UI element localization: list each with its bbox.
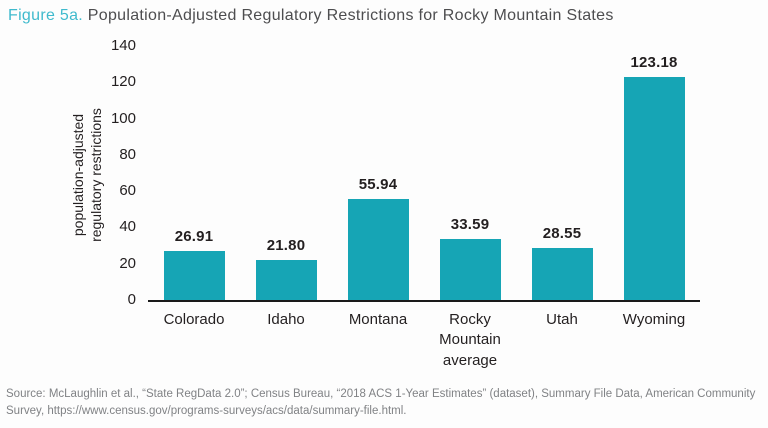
bar-rocky-mountain-average [439, 239, 501, 300]
x-category-label: Idaho [267, 311, 305, 328]
bar-value-label: 55.94 [358, 175, 398, 193]
chart-title-text: Population-Adjusted Regulatory Restricti… [83, 7, 614, 24]
bar-wyoming [623, 76, 685, 300]
y-tick-label: 100 [110, 109, 136, 127]
x-category-label: Wyoming [622, 311, 686, 328]
figure-number: Figure 5a. [8, 7, 84, 24]
y-tick-label: 40 [119, 218, 136, 236]
bar-colorado [163, 251, 225, 300]
y-tick-label: 140 [110, 37, 136, 54]
bar-montana [347, 198, 409, 300]
y-tick-label: 60 [119, 182, 136, 200]
x-category-label: Utah [546, 311, 578, 328]
y-tick-label: 20 [119, 254, 136, 272]
x-category-label: Colorado [163, 311, 225, 328]
bar-value-label: 33.59 [450, 216, 490, 234]
bar-utah [531, 248, 593, 300]
plot-area: 26.91 21.80 55.94 33.59 28.55 123.18 [148, 46, 700, 302]
bar-idaho [255, 260, 317, 300]
y-tick-label: 120 [110, 73, 136, 91]
bar-value-label: 28.55 [542, 225, 582, 243]
x-category-label: Montana [348, 311, 408, 328]
y-tick-label: 80 [119, 145, 136, 163]
bar-value-label: 26.91 [174, 228, 214, 246]
y-tick-label: 0 [127, 291, 136, 308]
bar-value-label: 21.80 [266, 237, 306, 255]
source-citation: Source: McLaughlin et al., “State RegDat… [6, 388, 756, 417]
x-axis-labels: Colorado Idaho Montana Rocky Mountain avera… [148, 310, 700, 371]
bar-value-label: 123.18 [630, 53, 678, 71]
x-category-label: Rocky Mountain average [439, 311, 501, 369]
chart-title: Figure 5a. Population-Adjusted Regulator… [8, 7, 614, 25]
